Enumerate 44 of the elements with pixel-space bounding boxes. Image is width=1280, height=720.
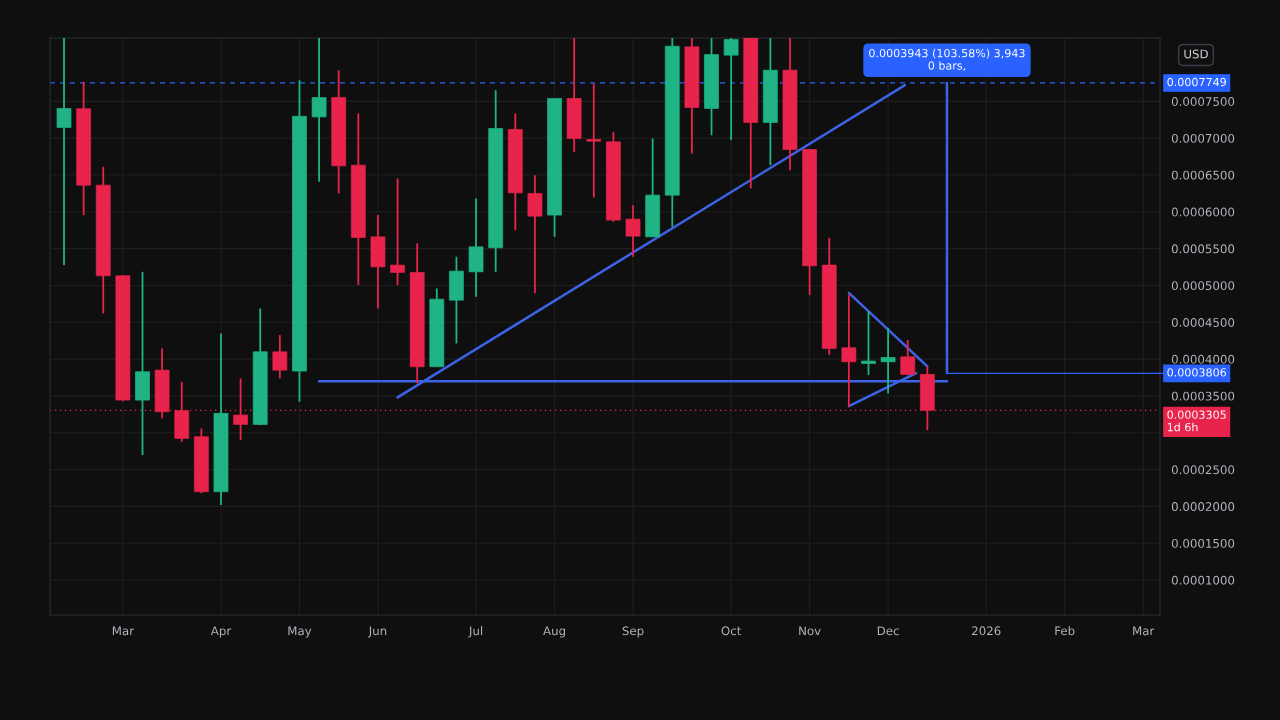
- y-tick-label: 0.0007000: [1171, 133, 1235, 143]
- candlestick: [311, 38, 327, 183]
- candlestick: [586, 82, 602, 199]
- y-tick-label: 0.0004500: [1171, 317, 1235, 327]
- candlestick: [625, 204, 641, 258]
- candlestick: [861, 310, 876, 376]
- candlestick: [272, 334, 288, 380]
- y-tick-label: 0.0001500: [1171, 538, 1235, 548]
- candlestick: [56, 38, 72, 267]
- candlestick: [841, 293, 857, 408]
- x-tick-label: Jul: [468, 626, 483, 638]
- x-tick-label: Mar: [112, 626, 135, 636]
- candlestick: [880, 326, 896, 395]
- y-tick-label: 0.0003500: [1171, 391, 1235, 401]
- candlestick: [527, 174, 543, 295]
- x-tick-label: Apr: [210, 626, 232, 638]
- y-tick-label: 0.0005000: [1171, 281, 1235, 291]
- x-tick-label: May: [288, 626, 312, 638]
- ref-line-label: 0.0007749: [1167, 77, 1226, 87]
- x-tick-label: Nov: [799, 626, 821, 636]
- candlestick: [390, 177, 405, 287]
- x-tick-label: Dec: [877, 626, 899, 636]
- y-tick-label: 0.0004000: [1171, 354, 1235, 364]
- candlestick: [900, 339, 916, 376]
- candlestick: [233, 377, 248, 442]
- y-tick-label: 0.0002500: [1171, 465, 1235, 475]
- y-tick-label: 0.0007500: [1171, 97, 1235, 106]
- x-tick-label: Feb: [1055, 626, 1075, 636]
- y-tick-label: 0.0002000: [1171, 502, 1235, 512]
- x-tick-label: Sep: [622, 626, 644, 638]
- x-tick-label: Oct: [721, 626, 742, 636]
- annotation: 0.0003806: [1167, 368, 1227, 377]
- y-tick-label: 0.0005500: [1171, 244, 1235, 254]
- x-tick-label: Aug: [543, 626, 565, 638]
- y-axis-title: USD: [1184, 49, 1208, 59]
- ref-line-label: 0.0003305 1d 6h: [1167, 410, 1226, 432]
- y-tick-label: 0.0006000: [1171, 207, 1235, 217]
- y-tick-label: 0.0001000: [1171, 575, 1235, 585]
- x-tick-label: 2026: [972, 626, 1001, 636]
- x-tick-label: Jun: [368, 626, 387, 638]
- candlestick: [723, 38, 739, 142]
- annotation: 0.0003943 (103.58%) 3,943 0 bars,: [869, 48, 1025, 71]
- y-tick-label: 0.0006500: [1171, 170, 1235, 180]
- x-tick-label: Mar: [1133, 626, 1155, 636]
